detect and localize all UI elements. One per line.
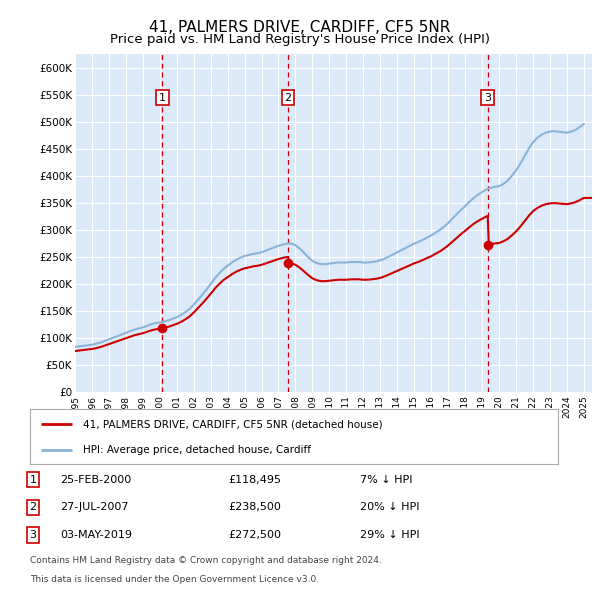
Text: 25-FEB-2000: 25-FEB-2000 xyxy=(60,475,131,484)
Text: £272,500: £272,500 xyxy=(228,530,281,540)
Text: Price paid vs. HM Land Registry's House Price Index (HPI): Price paid vs. HM Land Registry's House … xyxy=(110,33,490,46)
Text: This data is licensed under the Open Government Licence v3.0.: This data is licensed under the Open Gov… xyxy=(30,575,319,584)
Text: 41, PALMERS DRIVE, CARDIFF, CF5 5NR (detached house): 41, PALMERS DRIVE, CARDIFF, CF5 5NR (det… xyxy=(83,419,382,430)
Text: 7% ↓ HPI: 7% ↓ HPI xyxy=(360,475,413,484)
Text: 41, PALMERS DRIVE, CARDIFF, CF5 5NR: 41, PALMERS DRIVE, CARDIFF, CF5 5NR xyxy=(149,20,451,35)
Text: 1: 1 xyxy=(29,475,37,484)
Text: £238,500: £238,500 xyxy=(228,503,281,512)
Text: 2: 2 xyxy=(29,503,37,512)
Text: £118,495: £118,495 xyxy=(228,475,281,484)
Text: 29% ↓ HPI: 29% ↓ HPI xyxy=(360,530,419,540)
Text: 3: 3 xyxy=(29,530,37,540)
Text: 3: 3 xyxy=(484,93,491,103)
Text: 27-JUL-2007: 27-JUL-2007 xyxy=(60,503,128,512)
Text: 1: 1 xyxy=(159,93,166,103)
Text: 03-MAY-2019: 03-MAY-2019 xyxy=(60,530,132,540)
Text: 20% ↓ HPI: 20% ↓ HPI xyxy=(360,503,419,512)
Text: HPI: Average price, detached house, Cardiff: HPI: Average price, detached house, Card… xyxy=(83,444,311,454)
Text: Contains HM Land Registry data © Crown copyright and database right 2024.: Contains HM Land Registry data © Crown c… xyxy=(30,556,382,565)
Text: 2: 2 xyxy=(284,93,292,103)
